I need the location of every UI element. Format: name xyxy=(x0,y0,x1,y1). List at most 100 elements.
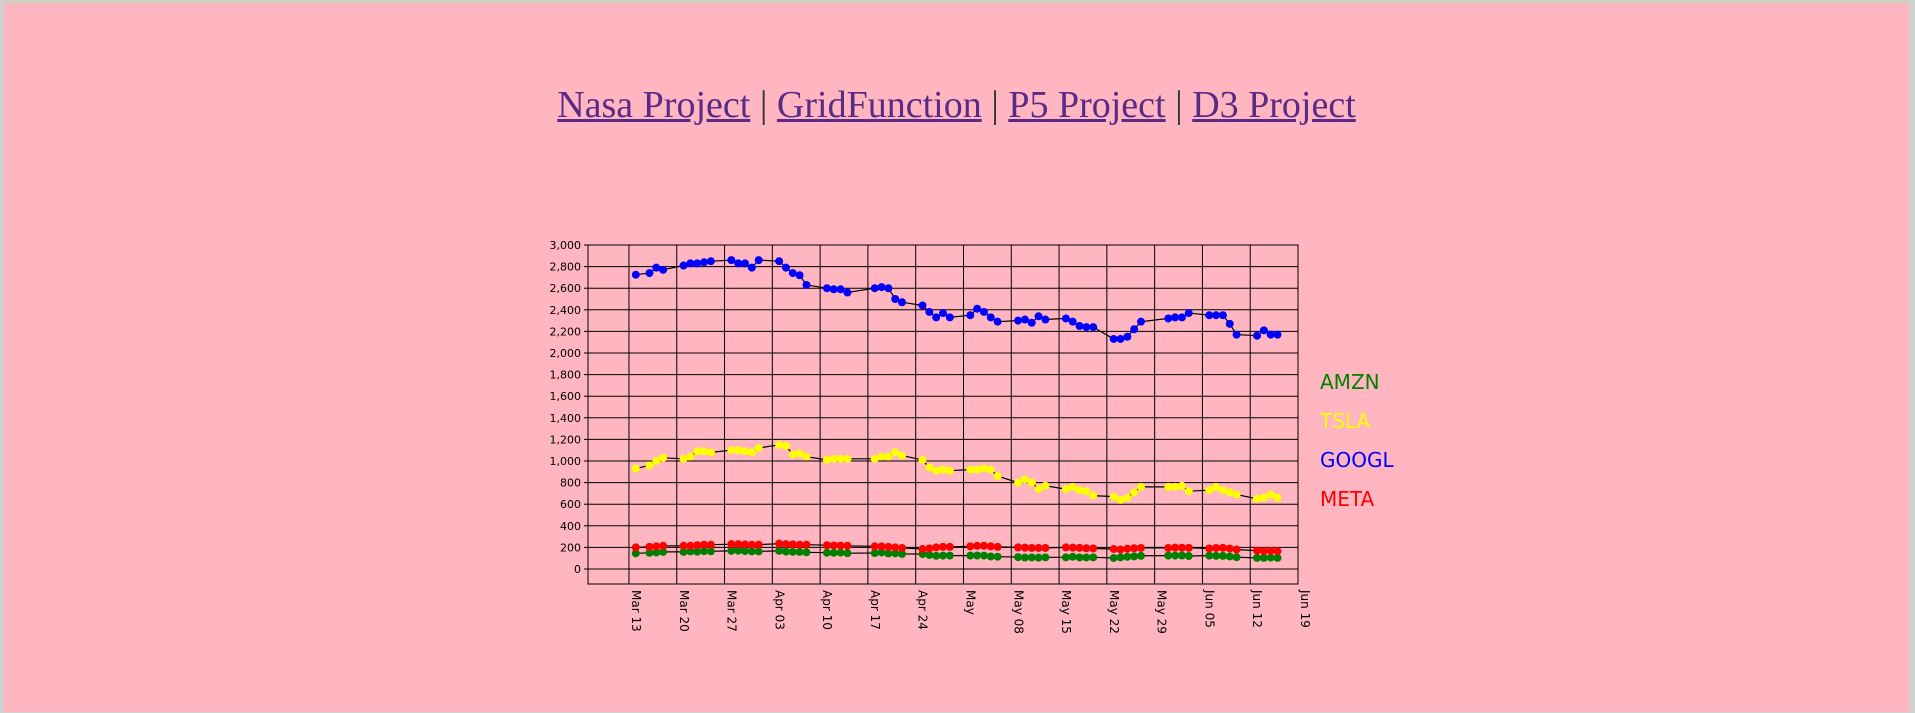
data-point-amzn xyxy=(1109,553,1118,562)
nav-link-gridfunction[interactable]: GridFunction xyxy=(776,84,982,126)
data-point-meta xyxy=(795,540,804,549)
data-point-googl xyxy=(652,263,661,272)
data-point-meta xyxy=(1266,546,1275,555)
x-tick-label: Mar 27 xyxy=(725,590,739,632)
data-point-tsla xyxy=(754,444,763,453)
data-point-meta xyxy=(1259,547,1268,556)
data-point-amzn xyxy=(747,547,756,556)
data-point-googl xyxy=(822,284,831,293)
data-point-amzn xyxy=(741,547,750,556)
data-point-googl xyxy=(925,307,934,316)
data-point-googl xyxy=(679,261,688,270)
data-point-tsla xyxy=(898,451,907,460)
data-point-meta xyxy=(1014,543,1023,552)
data-point-googl xyxy=(1123,332,1132,341)
data-point-tsla xyxy=(918,455,927,464)
y-tick-label: 2,800 xyxy=(550,261,582,274)
data-point-meta xyxy=(788,540,797,549)
x-tick-label: Jun 12 xyxy=(1250,589,1264,628)
data-point-meta xyxy=(727,540,736,549)
data-point-googl xyxy=(775,257,784,266)
data-point-amzn xyxy=(986,552,995,561)
data-point-googl xyxy=(1266,330,1275,339)
data-point-googl xyxy=(802,280,811,289)
data-point-meta xyxy=(1225,544,1234,553)
page-background: Nasa Project | GridFunction | P5 Project… xyxy=(4,2,1909,712)
data-point-amzn xyxy=(1130,552,1139,561)
data-point-amzn xyxy=(979,551,988,560)
data-point-tsla xyxy=(1205,486,1214,495)
data-point-googl xyxy=(659,265,668,274)
nav-link-p5-project[interactable]: P5 Project xyxy=(1008,84,1166,126)
data-point-googl xyxy=(1171,313,1180,322)
series-line-googl xyxy=(635,259,1278,340)
x-tick-label: May 15 xyxy=(1059,590,1073,634)
data-point-googl xyxy=(1273,330,1282,339)
data-point-amzn xyxy=(1232,553,1241,562)
data-point-tsla xyxy=(1259,493,1268,502)
data-point-googl xyxy=(781,263,790,272)
data-point-meta xyxy=(1212,543,1221,552)
nav-link-nasa-project[interactable]: Nasa Project xyxy=(557,84,751,126)
data-point-amzn xyxy=(1184,552,1193,561)
y-tick-label: 1,200 xyxy=(550,433,582,446)
data-point-googl xyxy=(1027,318,1036,327)
data-point-googl xyxy=(979,307,988,316)
data-point-googl xyxy=(918,301,927,310)
data-point-googl xyxy=(939,309,947,318)
data-point-amzn xyxy=(884,549,893,558)
data-point-amzn xyxy=(925,550,934,559)
data-point-meta xyxy=(1082,544,1091,553)
data-point-tsla xyxy=(993,472,1002,481)
data-point-googl xyxy=(932,313,941,322)
data-point-googl xyxy=(1205,311,1214,320)
data-point-amzn xyxy=(1177,551,1186,560)
x-tick-label: Jun 05 xyxy=(1202,589,1216,628)
data-point-meta xyxy=(1205,544,1214,553)
data-point-googl xyxy=(700,258,709,267)
data-point-meta xyxy=(918,545,927,554)
y-tick-label: 2,400 xyxy=(550,304,582,317)
data-point-meta xyxy=(1109,545,1118,554)
data-point-tsla xyxy=(1136,482,1145,491)
data-point-googl xyxy=(1075,322,1084,330)
data-point-tsla xyxy=(986,465,995,474)
data-point-meta xyxy=(1136,543,1145,552)
data-point-googl xyxy=(1136,317,1145,326)
data-point-amzn xyxy=(898,549,907,558)
data-point-tsla xyxy=(1068,482,1077,491)
nav-separator: | xyxy=(1175,84,1183,126)
data-point-meta xyxy=(1232,545,1241,554)
data-point-amzn xyxy=(932,551,941,560)
data-point-meta xyxy=(932,543,941,552)
data-point-tsla xyxy=(1184,487,1193,496)
y-tick-label: 2,600 xyxy=(550,282,582,295)
y-tick-label: 1,400 xyxy=(550,412,582,425)
data-point-meta xyxy=(652,542,661,551)
nav-separator: | xyxy=(991,84,999,126)
data-point-amzn xyxy=(652,548,661,557)
data-point-meta xyxy=(877,542,886,551)
data-point-tsla xyxy=(1014,478,1023,487)
data-point-meta xyxy=(631,543,640,552)
data-point-tsla xyxy=(1020,475,1029,484)
data-point-googl xyxy=(993,317,1002,326)
data-point-meta xyxy=(1089,544,1098,553)
data-point-tsla xyxy=(1041,481,1050,490)
data-point-meta xyxy=(1130,544,1139,553)
data-point-meta xyxy=(945,542,954,551)
data-point-meta xyxy=(686,541,695,550)
data-point-googl xyxy=(973,304,982,313)
data-point-tsla xyxy=(775,440,784,449)
data-point-meta xyxy=(898,543,907,552)
data-point-tsla xyxy=(945,466,954,475)
y-tick-label: 400 xyxy=(560,520,581,533)
data-point-amzn xyxy=(1116,553,1125,562)
data-point-meta xyxy=(1061,543,1070,552)
data-point-meta xyxy=(700,540,709,549)
nav-link-d3-project[interactable]: D3 Project xyxy=(1192,84,1356,126)
data-point-googl xyxy=(1061,314,1070,323)
data-point-googl xyxy=(1259,326,1268,335)
data-point-meta xyxy=(1068,543,1077,552)
data-point-amzn xyxy=(727,546,736,555)
